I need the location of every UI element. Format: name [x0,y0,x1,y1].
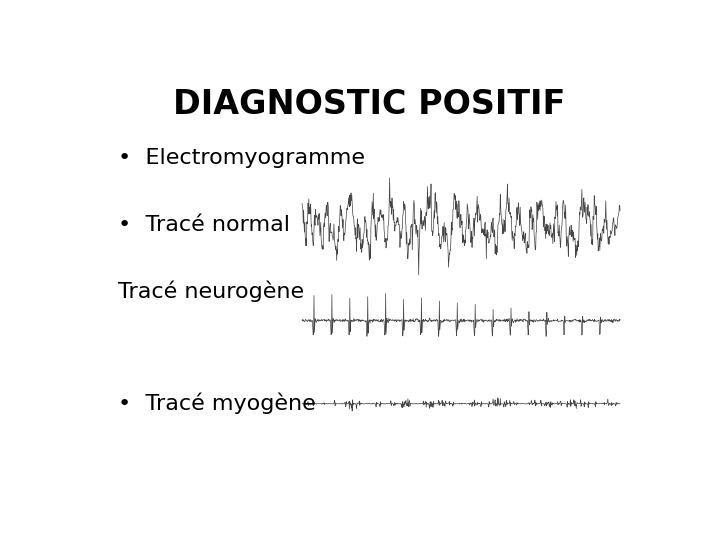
Text: DIAGNOSTIC POSITIF: DIAGNOSTIC POSITIF [173,87,565,120]
Text: •  Tracé myogène: • Tracé myogène [118,393,315,414]
Text: •  Tracé normal: • Tracé normal [118,215,290,235]
Text: Tracé neurogène: Tracé neurogène [118,281,304,302]
Text: •  Electromyogramme: • Electromyogramme [118,148,365,168]
